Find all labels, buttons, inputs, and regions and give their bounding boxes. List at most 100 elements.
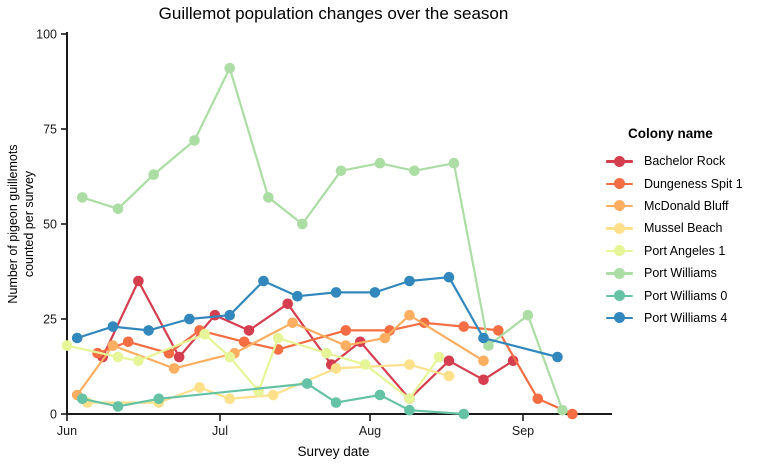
data-point-dungeness-spit-1 [567,408,578,420]
legend-swatch-icon [606,155,633,167]
data-point-port-williams-4 [184,313,195,325]
data-point-mussel-beach [194,382,205,393]
data-point-port-williams-4 [404,275,415,287]
legend-item-port-williams: Port Williams [606,262,743,284]
data-point-port-williams [557,404,568,416]
legend-label: McDonald Bluff [644,198,729,213]
data-point-port-williams [483,340,494,351]
legend-swatch-icon [606,178,633,190]
data-point-port-angeles-1 [199,328,210,340]
legend-item-port-angeles-1: Port Angeles 1 [606,240,743,262]
data-point-mcdonald-bluff [168,363,180,374]
data-point-port-williams-0 [458,408,470,420]
data-point-dungeness-spit-1 [238,336,250,348]
data-point-dungeness-spit-1 [458,321,470,332]
data-point-port-angeles-1 [404,393,415,405]
data-point-port-williams-4 [107,321,119,332]
data-point-port-williams [112,203,124,215]
data-point-port-williams [335,165,347,177]
x-tick-label: Jun [57,424,77,438]
legend-swatch-icon [606,200,633,212]
data-point-port-angeles-1 [433,351,445,363]
data-point-port-williams-0 [330,397,342,408]
legend-item-mussel-beach: Mussel Beach [606,217,743,239]
data-point-port-williams-4 [71,332,83,344]
legend-items: Bachelor Rock Dungeness Spit 1 McDonald Bl… [606,150,743,329]
data-point-port-williams [448,157,460,169]
data-point-port-angeles-1 [133,355,144,367]
y-tick-label: 0 [50,408,57,422]
data-point-port-williams [77,192,88,203]
x-tick-label: Aug [359,424,381,438]
data-point-mussel-beach [267,389,279,401]
data-point-dungeness-spit-1 [384,325,396,336]
data-point-mussel-beach [330,363,342,374]
data-point-mcdonald-bluff [478,355,489,367]
data-point-port-williams-4 [330,287,342,298]
data-point-dungeness-spit-1 [122,336,134,348]
data-point-port-williams-0 [77,393,88,405]
x-axis-title: Survey date [297,444,370,459]
series-line-bachelor-rock [101,279,515,400]
legend-swatch-icon [606,312,633,324]
legend-item-port-williams-0: Port Williams 0 [606,284,743,306]
data-point-port-williams [522,309,534,321]
data-point-bachelor-rock [133,275,144,287]
y-tick-label: 100 [36,28,57,42]
data-point-port-williams-0 [374,389,386,401]
legend-item-dungeness-spit-1: Dungeness Spit 1 [606,172,743,194]
data-point-mussel-beach [404,359,415,370]
data-point-port-angeles-1 [272,332,284,344]
data-point-mcdonald-bluff [107,340,119,351]
data-point-port-williams-0 [404,404,415,416]
series-line-mussel-beach [86,363,451,404]
legend-item-port-williams-4: Port Williams 4 [606,307,743,329]
legend-label: Bachelor Rock [644,154,726,169]
legend-item-mcdonald-bluff: McDonald Bluff [606,195,743,217]
data-point-port-williams-4 [552,351,563,363]
x-tick-label: Sep [512,424,534,438]
legend-label: Port Williams 0 [644,288,728,303]
data-point-mussel-beach [443,370,455,382]
data-point-port-williams-4 [443,271,455,283]
data-point-port-williams [374,157,386,169]
legend-swatch-icon [606,245,633,257]
data-point-port-angeles-1 [112,351,124,363]
data-point-port-williams [297,218,308,230]
legend-label: Port Angeles 1 [644,243,726,258]
data-point-port-williams [224,62,235,74]
data-point-bachelor-rock [173,351,185,363]
legend-label: Dungeness Spit 1 [644,176,743,191]
data-point-bachelor-rock [282,298,294,310]
data-point-port-williams-4 [143,325,154,336]
data-point-bachelor-rock [507,355,519,367]
legend-swatch-icon [606,222,633,234]
data-point-mcdonald-bluff [287,317,298,329]
data-point-port-williams-0 [301,378,313,389]
data-point-port-williams-4 [369,287,381,298]
y-tick-label: 25 [43,313,57,327]
x-tick-label: Jul [212,424,228,438]
data-point-dungeness-spit-1 [532,393,544,405]
data-point-port-angeles-1 [224,351,235,363]
data-point-port-angeles-1 [61,340,73,351]
data-point-port-angeles-1 [321,347,332,359]
legend-title: Colony name [628,126,713,141]
legend: Colony name Bachelor Rock Dungeness Spit … [606,126,743,329]
data-point-mussel-beach [224,393,235,405]
data-point-dungeness-spit-1 [340,325,352,336]
data-point-mcdonald-bluff [404,309,415,321]
data-point-port-williams [189,135,200,146]
y-tick-label: 75 [43,123,57,137]
data-point-port-angeles-1 [359,359,371,370]
data-point-port-williams-4 [478,332,489,344]
legend-label: Mussel Beach [644,221,723,236]
data-point-port-williams-0 [112,401,124,412]
data-point-bachelor-rock [243,325,255,336]
data-point-port-williams-0 [153,393,165,405]
series-line-port-williams-0 [81,382,465,416]
legend-item-bachelor-rock: Bachelor Rock [606,150,743,172]
data-point-port-williams [263,192,274,203]
